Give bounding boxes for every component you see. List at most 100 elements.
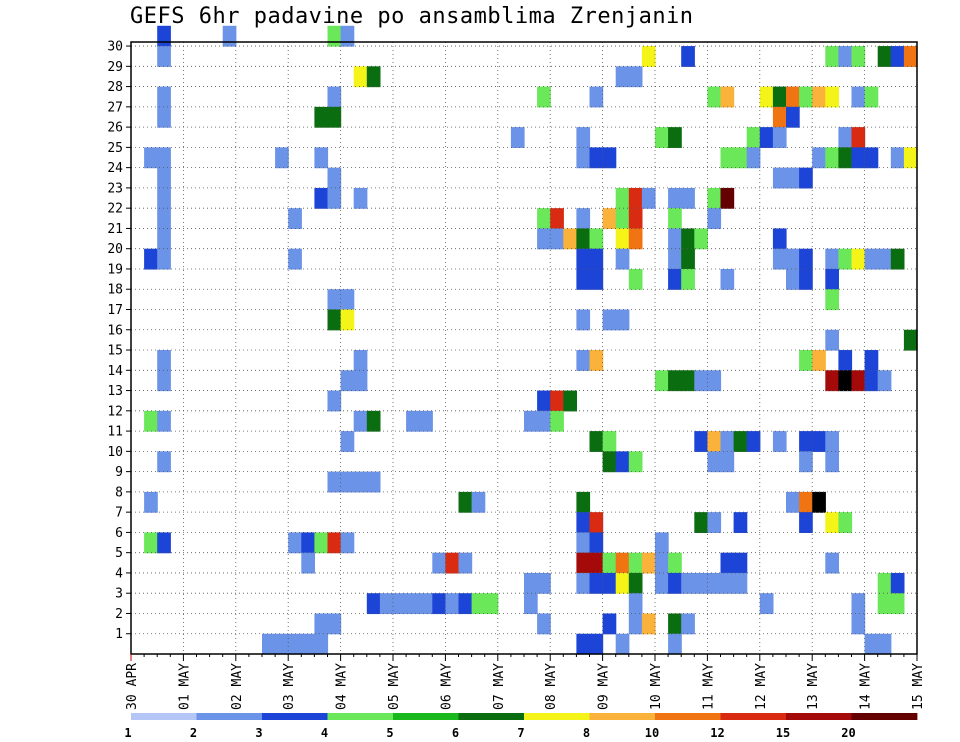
heatmap-cell [641, 46, 656, 67]
heatmap-cell [733, 147, 748, 169]
heatmap-cell [890, 46, 905, 67]
heatmap-cell [772, 167, 787, 189]
heatmap-cell [288, 208, 302, 230]
heatmap-cell [327, 25, 342, 47]
heatmap-cell [681, 228, 695, 250]
heatmap-cell [550, 228, 564, 250]
heatmap-cell [694, 512, 708, 534]
heatmap-cell [877, 248, 892, 270]
heatmap-cell [458, 491, 473, 513]
heatmap-cell [537, 86, 551, 108]
y-tick-label: 18 [107, 283, 123, 298]
y-tick-label: 27 [107, 100, 123, 115]
heatmap-cell [327, 471, 342, 493]
heatmap-cell [864, 147, 879, 169]
heatmap-cell [720, 268, 735, 290]
heatmap-cell [615, 309, 630, 331]
heatmap-cell [157, 86, 171, 108]
y-tick-label: 13 [107, 384, 123, 399]
y-tick-label: 23 [107, 181, 123, 196]
heatmap-cell [288, 532, 302, 554]
heatmap-cell [733, 572, 748, 594]
y-axis: 1234567891011121314151617181920212223242… [107, 40, 131, 642]
heatmap-cell [589, 248, 604, 270]
heatmap-cell [602, 552, 617, 574]
heatmap-cell [720, 552, 735, 574]
heatmap-cell [877, 46, 892, 67]
heatmap-cell [759, 127, 774, 148]
heatmap-cell [615, 66, 630, 88]
heatmap-cell [838, 147, 853, 169]
heatmap-cell [157, 46, 171, 67]
heatmap-cell [825, 370, 839, 392]
heatmap-cell [550, 208, 564, 230]
x-tick-label: 06 MAY [439, 663, 454, 710]
heatmap-cell [144, 491, 158, 513]
heatmap-cell [786, 106, 800, 128]
heatmap-cell [602, 309, 617, 331]
colorbar-label: 6 [452, 726, 459, 740]
colorbar-swatch [720, 713, 787, 720]
heatmap-cell [877, 370, 892, 392]
heatmap-cell [589, 86, 604, 108]
heatmap-cell [864, 633, 879, 655]
cells-layer [144, 25, 918, 655]
heatmap-cell [314, 147, 329, 169]
heatmap-cell [628, 552, 643, 574]
heatmap-cell [589, 532, 604, 554]
y-tick-label: 25 [107, 141, 123, 156]
colorbar-label: 15 [776, 726, 790, 740]
heatmap-cell [327, 106, 342, 128]
colorbar-label: 8 [583, 726, 590, 740]
heatmap-cell [366, 471, 381, 493]
heatmap-cell [694, 228, 708, 250]
heatmap-cell [589, 572, 604, 594]
heatmap-cell [589, 633, 604, 655]
heatmap-cell [340, 25, 355, 47]
heatmap-cell [772, 86, 787, 108]
heatmap-cell [681, 46, 695, 67]
y-tick-label: 12 [107, 404, 123, 419]
heatmap-cell [144, 532, 158, 554]
heatmap-cell [733, 552, 748, 574]
heatmap-cell [799, 512, 813, 534]
heatmap-cell [733, 431, 748, 452]
heatmap-cell [157, 208, 171, 230]
heatmap-cell [799, 268, 813, 290]
heatmap-cell [825, 268, 839, 290]
heatmap-cell [314, 613, 329, 635]
heatmap-cell [864, 248, 879, 270]
heatmap-cell [432, 552, 446, 574]
heatmap-cell [366, 593, 381, 615]
heatmap-cell [157, 451, 171, 473]
y-tick-label: 14 [107, 364, 123, 379]
heatmap-cell [157, 106, 171, 128]
heatmap-cell [864, 370, 879, 392]
heatmap-cell [838, 127, 853, 148]
heatmap-cell [694, 431, 708, 452]
heatmap-cell [602, 208, 617, 230]
heatmap-cell [144, 410, 158, 432]
heatmap-cell [851, 613, 866, 635]
heatmap-cell [445, 552, 460, 574]
heatmap-cell [563, 390, 577, 412]
y-tick-label: 7 [115, 506, 123, 521]
heatmap-cell [576, 268, 591, 290]
heatmap-cell [851, 86, 866, 108]
heatmap-cell [681, 572, 695, 594]
colorbar-swatch [524, 713, 590, 720]
heatmap-cell [681, 187, 695, 209]
heatmap-cell [628, 572, 643, 594]
heatmap-cell [668, 248, 682, 270]
heatmap-cell [812, 350, 826, 371]
heatmap-cell [668, 187, 682, 209]
heatmap-cell [825, 512, 839, 534]
y-tick-label: 15 [107, 344, 123, 359]
heatmap-cell [510, 127, 525, 148]
heatmap-cell [576, 512, 591, 534]
heatmap-cell [615, 248, 630, 270]
heatmap-cell [157, 167, 171, 189]
heatmap-cell [353, 187, 368, 209]
heatmap-cell [157, 532, 171, 554]
heatmap-cell [707, 572, 722, 594]
